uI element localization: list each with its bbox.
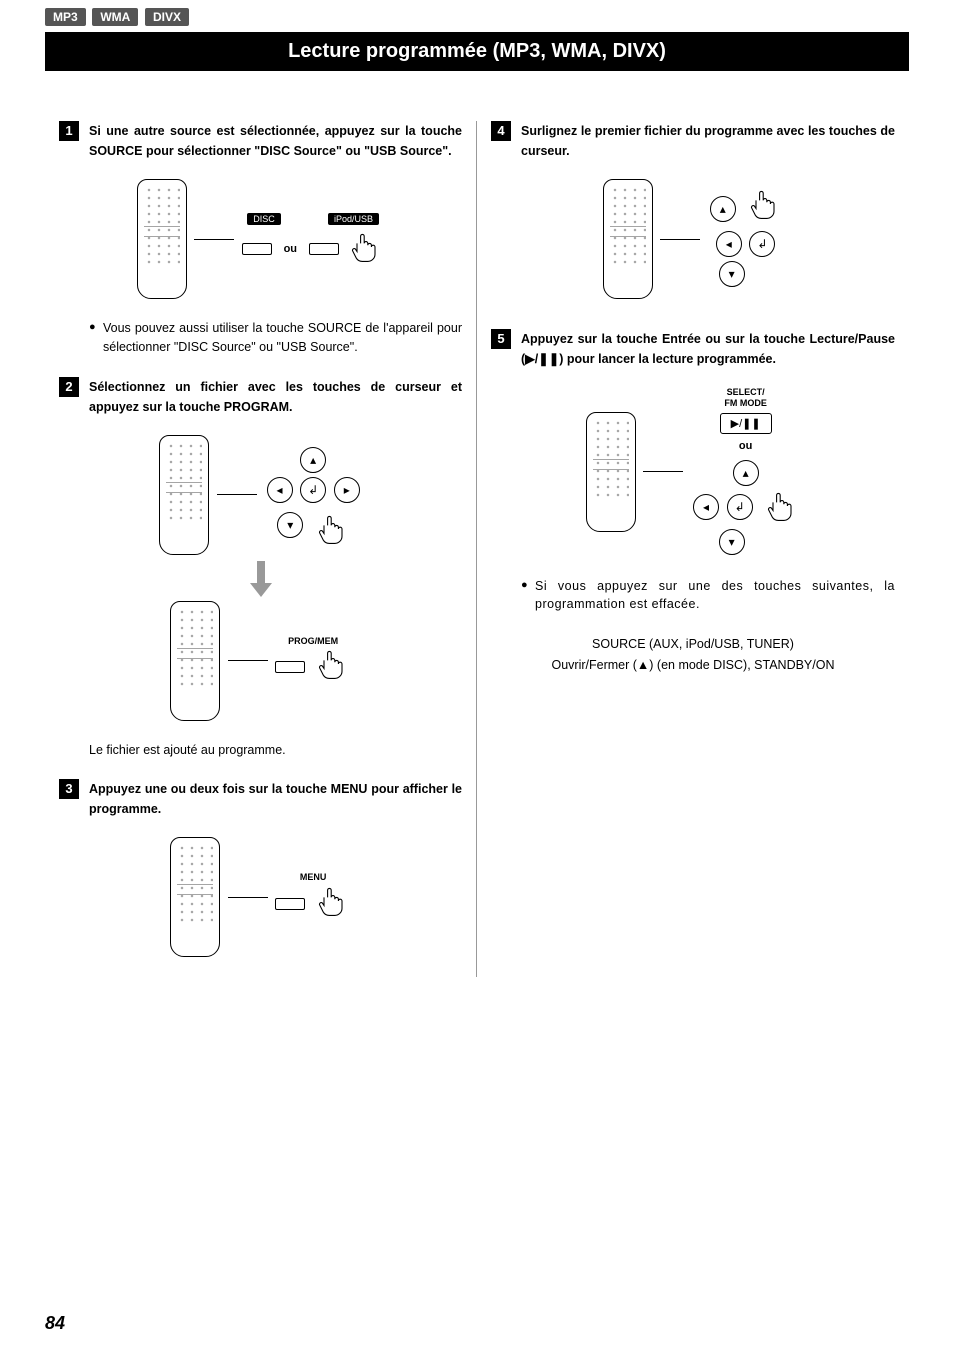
step-text: Sélectionnez un fichier avec les touches… xyxy=(89,377,462,417)
step2-note: Le fichier est ajouté au programme. xyxy=(89,741,462,760)
play-pause-button: ▶/❚❚ xyxy=(720,413,772,434)
disc-label: DISC xyxy=(247,213,281,225)
bullet-text: Si vous appuyez sur une des touches suiv… xyxy=(535,577,895,615)
left-column: 1 Si une autre source est sélectionnée, … xyxy=(45,121,477,977)
connector-line xyxy=(660,239,700,240)
button-outline xyxy=(275,661,305,673)
left-arrow-button: ◂ xyxy=(716,231,742,257)
up-arrow-button: ▴ xyxy=(733,460,759,486)
page-title: Lecture programmée (MP3, WMA, DIVX) xyxy=(45,32,909,71)
step5-bullet: ● Si vous appuyez sur une des touches su… xyxy=(521,577,895,615)
step-text: Si une autre source est sélectionnée, ap… xyxy=(89,121,462,161)
step-1: 1 Si une autre source est sélectionnée, … xyxy=(59,121,462,161)
format-tags: MP3 WMA DIVX xyxy=(45,8,909,26)
button-outline xyxy=(242,243,272,255)
down-arrow-button: ▾ xyxy=(719,529,745,555)
step-number: 4 xyxy=(491,121,511,141)
button-outline xyxy=(275,898,305,910)
bullet-text: Vous pouvez aussi utiliser la touche SOU… xyxy=(103,319,462,357)
remote-icon xyxy=(170,601,220,721)
step-number: 2 xyxy=(59,377,79,397)
enter-button: ↲ xyxy=(727,494,753,520)
right-column: 4 Surlignez le premier fichier du progra… xyxy=(477,121,909,977)
step-text: Appuyez sur la touche Entrée ou sur la t… xyxy=(521,329,895,369)
down-arrow-button: ▾ xyxy=(277,512,303,538)
step-number: 3 xyxy=(59,779,79,799)
step-text: Surlignez le premier fichier du programm… xyxy=(521,121,895,161)
hand-icon xyxy=(747,186,783,225)
connector-line xyxy=(643,471,683,472)
step-4: 4 Surlignez le premier fichier du progra… xyxy=(491,121,895,161)
hand-icon xyxy=(315,883,351,922)
bullet-icon: ● xyxy=(521,577,535,615)
enter-button: ↲ xyxy=(749,231,775,257)
remote-icon xyxy=(586,412,636,532)
enter-button: ↲ xyxy=(300,477,326,503)
step4-illustration: ▴ ◂ ↲ ▾ xyxy=(491,179,895,299)
connector-line xyxy=(217,494,257,495)
play-pause-glyph: ▶/❚❚ xyxy=(525,352,559,366)
step-text-part: ) pour lancer la lecture programmée. xyxy=(559,352,776,366)
step-2: 2 Sélectionnez un fichier avec les touch… xyxy=(59,377,462,417)
page-number: 84 xyxy=(45,1313,65,1334)
step-number: 1 xyxy=(59,121,79,141)
up-arrow-button: ▴ xyxy=(300,447,326,473)
tag-mp3: MP3 xyxy=(45,8,86,26)
hand-icon xyxy=(315,646,351,685)
remote-icon xyxy=(170,837,220,957)
remote-icon xyxy=(159,435,209,555)
step-5: 5 Appuyez sur la touche Entrée ou sur la… xyxy=(491,329,895,369)
tag-wma: WMA xyxy=(92,8,138,26)
or-label: ou xyxy=(691,440,800,452)
step3-illustration: MENU xyxy=(59,837,462,957)
step-number: 5 xyxy=(491,329,511,349)
step-3: 3 Appuyez une ou deux fois sur la touche… xyxy=(59,779,462,819)
hand-icon xyxy=(764,488,800,527)
connector-line xyxy=(228,897,268,898)
step-text: Appuyez une ou deux fois sur la touche M… xyxy=(89,779,462,819)
up-arrow-button: ▴ xyxy=(710,196,736,222)
button-outline xyxy=(309,243,339,255)
list-item: SOURCE (AUX, iPod/USB, TUNER) xyxy=(491,634,895,655)
down-arrow-button: ▾ xyxy=(719,261,745,287)
list-item: Ouvrir/Fermer (▲) (en mode DISC), STANDB… xyxy=(491,655,895,676)
ipod-usb-label: iPod/USB xyxy=(328,213,379,225)
step5-illustration: SELECT/ FM MODE ▶/❚❚ ou ▴ ◂ ↲ ▾ xyxy=(491,387,895,557)
prog-mem-label: PROG/MEM xyxy=(275,636,351,647)
tag-divx: DIVX xyxy=(145,8,189,26)
right-arrow-button: ▸ xyxy=(334,477,360,503)
hand-icon xyxy=(315,511,351,550)
step1-illustration: DISC iPod/USB ou xyxy=(59,179,462,299)
bullet-icon: ● xyxy=(89,319,103,357)
left-arrow-button: ◂ xyxy=(267,477,293,503)
connector-line xyxy=(194,239,234,240)
hand-icon xyxy=(348,229,384,268)
remote-icon xyxy=(603,179,653,299)
or-label: ou xyxy=(284,243,297,255)
left-arrow-button: ◂ xyxy=(693,494,719,520)
remote-icon xyxy=(137,179,187,299)
menu-label: MENU xyxy=(275,872,351,883)
step2-illustration: ▴ ◂ ↲ ▸ ▾ xyxy=(59,435,462,721)
step1-bullet: ● Vous pouvez aussi utiliser la touche S… xyxy=(89,319,462,357)
select-fm-mode-label: SELECT/ FM MODE xyxy=(691,387,800,409)
connector-line xyxy=(228,660,268,661)
erase-sources-list: SOURCE (AUX, iPod/USB, TUNER) Ouvrir/Fer… xyxy=(491,634,895,677)
